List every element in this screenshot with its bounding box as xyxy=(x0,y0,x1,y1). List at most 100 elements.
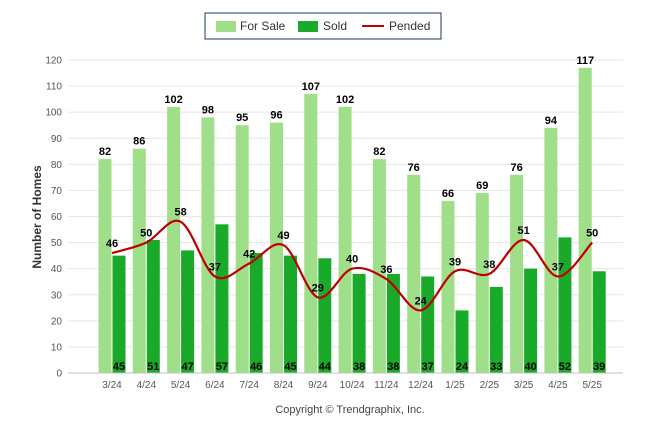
legend-swatch-for-sale xyxy=(216,21,236,32)
legend-label-for-sale: For Sale xyxy=(240,19,286,33)
sold-bar xyxy=(352,273,366,373)
pended-value-label: 50 xyxy=(586,228,598,240)
sold-bar xyxy=(558,237,572,373)
y-tick-label: 60 xyxy=(51,212,63,223)
sold-value-label: 37 xyxy=(422,361,434,373)
x-tick-label: 3/24 xyxy=(102,380,122,391)
for-sale-bar xyxy=(270,122,283,373)
pended-value-label: 37 xyxy=(552,261,564,273)
pended-value-label: 50 xyxy=(140,228,152,240)
legend-swatch-sold xyxy=(298,21,318,32)
pended-value-label: 40 xyxy=(346,254,358,266)
x-tick-label: 9/24 xyxy=(308,380,328,391)
for-sale-bar xyxy=(475,193,489,373)
x-tick-label: 1/25 xyxy=(445,380,465,391)
legend-box xyxy=(204,12,442,40)
pended-value-label: 38 xyxy=(483,259,495,271)
x-tick-label: 3/25 xyxy=(514,380,534,391)
y-tick-label: 110 xyxy=(46,82,62,93)
for-sale-value-label: 117 xyxy=(576,55,594,67)
copyright-text: Copyright © Trendgraphix, Inc. xyxy=(275,404,424,416)
sold-value-label: 33 xyxy=(490,361,502,373)
sold-value-label: 57 xyxy=(216,361,228,373)
for-sale-bar xyxy=(132,148,146,373)
sold-bar xyxy=(455,310,469,373)
pended-value-label: 49 xyxy=(277,230,289,242)
for-sale-bar xyxy=(167,106,181,373)
x-tick-label: 10/24 xyxy=(340,380,365,391)
sold-value-label: 38 xyxy=(353,361,365,373)
pended-value-label: 37 xyxy=(209,261,221,273)
y-tick-label: 100 xyxy=(45,108,62,119)
for-sale-value-label: 82 xyxy=(99,146,111,158)
for-sale-value-label: 76 xyxy=(408,162,420,174)
pended-value-label: 58 xyxy=(174,207,186,219)
x-tick-label: 5/25 xyxy=(582,380,602,391)
y-tick-label: 80 xyxy=(51,160,63,171)
for-sale-value-label: 69 xyxy=(476,180,488,192)
for-sale-bar xyxy=(338,106,352,373)
for-sale-bar xyxy=(372,159,386,373)
sold-bar xyxy=(146,239,160,373)
for-sale-bar xyxy=(544,127,558,373)
pended-value-label: 46 xyxy=(106,238,118,250)
x-tick-label: 4/25 xyxy=(548,380,568,391)
legend: For Sale Sold Pended xyxy=(204,12,442,40)
x-tick-label: 4/24 xyxy=(137,380,157,391)
x-axis-ticks: 3/24 4/24 5/24 6/24 7/24 8/24 9/24 10/24 11/24 12… xyxy=(102,380,602,391)
x-tick-label: 6/24 xyxy=(205,380,225,391)
sold-bar xyxy=(592,271,606,373)
legend-label-sold: Sold xyxy=(323,19,347,33)
sold-value-label: 40 xyxy=(524,361,536,373)
for-sale-bar xyxy=(510,174,524,373)
sold-value-label: 45 xyxy=(284,361,296,373)
sold-bar xyxy=(421,276,435,373)
sold-value-label: 45 xyxy=(113,361,125,373)
sold-bar xyxy=(386,273,400,373)
y-axis-ticks: 0 10 20 30 40 50 60 70 80 90 100 110 120 xyxy=(45,56,62,380)
x-tick-label: 11/24 xyxy=(374,380,399,391)
y-tick-label: 120 xyxy=(45,56,62,67)
for-sale-bar xyxy=(304,93,318,374)
pended-line-layer xyxy=(111,219,594,312)
y-tick-label: 10 xyxy=(51,342,63,353)
y-tick-label: 0 xyxy=(56,369,62,380)
for-sale-value-label: 96 xyxy=(270,110,282,122)
for-sale-bar xyxy=(235,125,249,373)
data-labels: 82 45 86 51 102 47 98 57 95 46 96 45 107 44 102 38 82 38 7… xyxy=(99,55,605,373)
sold-value-label: 47 xyxy=(181,361,193,373)
bars xyxy=(98,67,606,374)
y-tick-label: 70 xyxy=(51,186,63,197)
sold-value-label: 51 xyxy=(147,361,159,373)
for-sale-value-label: 76 xyxy=(510,162,522,174)
sold-bar xyxy=(181,250,195,373)
sold-value-label: 46 xyxy=(250,361,262,373)
for-sale-value-label: 107 xyxy=(302,81,320,93)
for-sale-value-label: 82 xyxy=(373,146,385,158)
pended-value-label: 51 xyxy=(517,225,529,237)
y-tick-label: 90 xyxy=(51,134,63,145)
sold-bar xyxy=(112,255,126,373)
for-sale-bar xyxy=(441,200,455,373)
x-tick-label: 12/24 xyxy=(408,380,433,391)
pended-value-label: 36 xyxy=(380,264,392,276)
sold-bar xyxy=(249,253,263,373)
sold-value-label: 52 xyxy=(559,361,571,373)
sold-bar xyxy=(318,258,332,373)
pended-value-label: 24 xyxy=(415,295,428,307)
for-sale-value-label: 98 xyxy=(202,104,214,116)
sold-bar xyxy=(489,286,503,373)
sold-bar xyxy=(284,255,297,373)
for-sale-bar xyxy=(407,174,421,373)
for-sale-value-label: 102 xyxy=(164,94,182,106)
y-axis-label: Number of Homes xyxy=(30,165,44,269)
x-tick-label: 8/24 xyxy=(274,380,294,391)
for-sale-value-label: 66 xyxy=(442,188,454,200)
x-tick-label: 7/24 xyxy=(239,380,259,391)
sold-value-label: 39 xyxy=(593,361,605,373)
x-tick-label: 2/25 xyxy=(480,380,500,391)
sold-value-label: 44 xyxy=(319,361,332,373)
sold-value-label: 38 xyxy=(387,361,399,373)
y-tick-label: 20 xyxy=(51,316,63,327)
